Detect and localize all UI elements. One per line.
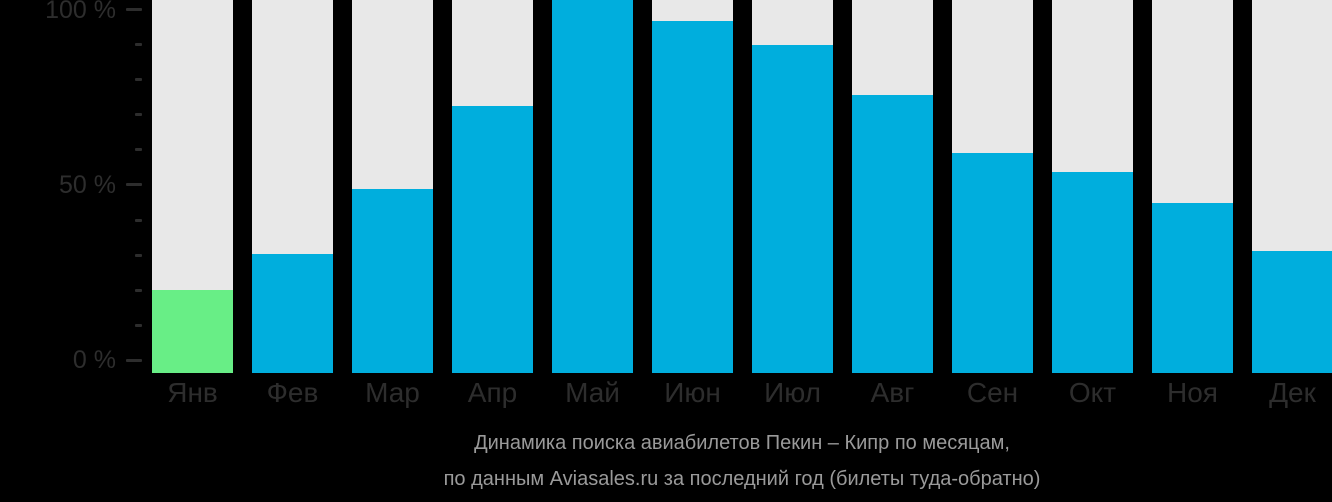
y-tick-mark [126,358,142,362]
bar-column [352,0,433,373]
bar-fill [1052,172,1133,373]
month-label: Окт [1068,377,1117,408]
month-label: Апр [467,377,518,408]
y-tick-mark [135,218,142,222]
y-tick-mark [135,323,142,327]
bar-fill [852,94,933,373]
month-label: Авг [870,377,915,408]
bar-fill [1152,203,1233,373]
y-tick-label: 0 % [72,346,116,375]
y-tick-mark [135,43,142,47]
month-label: Май [565,377,620,408]
month-label: Июл [764,377,821,408]
bar-column [1252,0,1332,373]
bar-column [852,0,933,373]
bar-column [552,0,633,373]
x-axis-labels: Янв Фев Мар Апр Май Июн Июл Авг Сен Окт Ноя Дек [152,378,1332,408]
y-tick-label: 50 % [59,170,116,199]
bar-column [752,0,833,373]
chart-title: Динамика поиска авиабилетов Пекин – Кипр… [474,432,1010,454]
plot-area: 0 % 50 % 100 % [0,0,1332,373]
bar-fill [452,105,533,373]
y-tick-mark [135,253,142,257]
bar-column [652,0,733,373]
bar-column [452,0,533,373]
bar-fill-highlight [152,289,233,373]
month-label: Дек [1269,377,1316,408]
chart-caption: Динамика поиска авиабилетов Пекин – Кипр… [152,425,1332,497]
month-label: Фев [266,377,319,408]
bar-fill [352,188,433,373]
month-label: Сен [966,377,1019,408]
month-label: Мар [365,377,420,408]
bar-fill [252,253,333,373]
bar-column [1052,0,1133,373]
y-tick-mark [135,78,142,82]
y-tick-mark [126,8,142,12]
y-tick-label: 100 % [45,0,116,24]
bar-columns [152,0,1332,373]
bar-column [252,0,333,373]
y-axis: 0 % 50 % 100 % [0,0,152,373]
month-label: Ноя [1167,377,1218,408]
y-tick-mark [135,288,142,292]
month-label: Июн [664,377,721,408]
bar-fill [952,152,1033,373]
bar-fill [752,45,833,373]
y-tick-mark [135,113,142,117]
bar-fill [1252,250,1332,373]
chart-subtitle: по данным Aviasales.ru за последний год … [443,468,1041,490]
bar-fill [652,20,733,373]
y-tick-mark [126,183,142,187]
bar-column [952,0,1033,373]
bar-column [1152,0,1233,373]
month-label: Янв [167,377,218,408]
y-tick-mark [135,148,142,152]
bar-column [152,0,233,373]
bar-fill [552,0,633,373]
